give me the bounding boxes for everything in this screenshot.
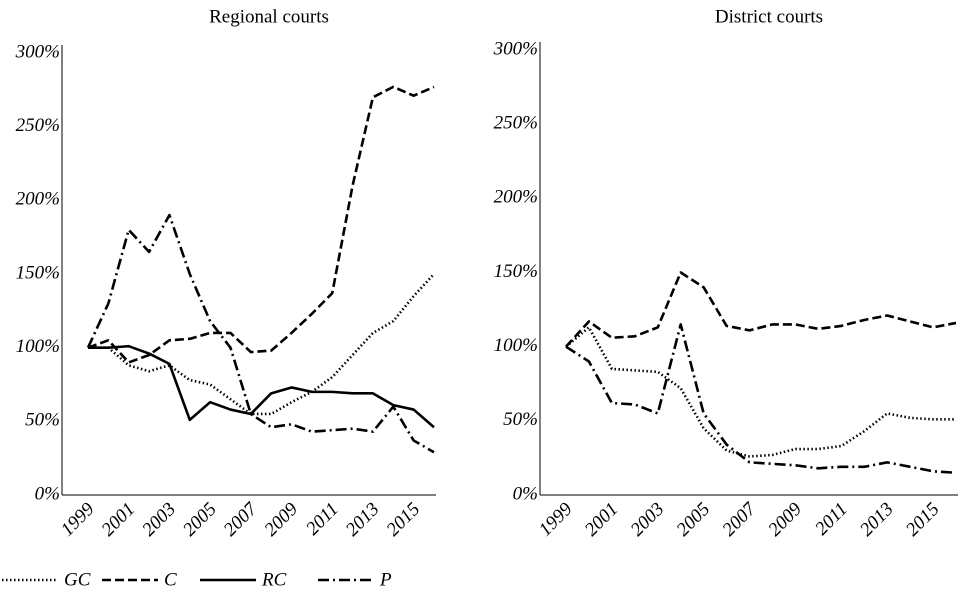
x-tick-label: 1999	[535, 498, 577, 540]
series-line	[88, 344, 435, 429]
series-line	[565, 326, 956, 458]
y-tick-label: 50%	[503, 409, 538, 430]
y-tick-label: 0%	[35, 483, 60, 504]
y-tick-label: 300%	[493, 38, 538, 59]
x-tick-label: 2011	[811, 499, 852, 540]
y-tick-label: 50%	[25, 410, 60, 431]
series-line	[86, 213, 435, 454]
x-tick-label: 2009	[764, 498, 806, 540]
y-tick-label: 300%	[15, 41, 60, 62]
x-tick-label: 2007	[718, 498, 761, 541]
x-tick-label: 2001	[98, 499, 140, 541]
x-tick-label: 2013	[856, 499, 898, 541]
series-line	[87, 85, 435, 364]
y-tick-label: 250%	[494, 113, 538, 134]
legend-label: P	[379, 569, 392, 590]
y-tick-label: 200%	[494, 187, 538, 208]
chart-title: District courts	[715, 6, 823, 27]
legend-label: RC	[261, 569, 287, 590]
x-tick-label: 2003	[138, 499, 180, 541]
chart-title: Regional courts	[209, 6, 329, 27]
y-tick-label: 0%	[513, 483, 538, 504]
y-tick-label: 150%	[494, 261, 538, 282]
x-tick-label: 2003	[627, 499, 669, 541]
x-tick-label: 2013	[342, 499, 384, 541]
y-tick-label: 100%	[494, 335, 538, 356]
x-tick-label: 2007	[220, 498, 263, 541]
y-tick-label: 250%	[16, 115, 60, 136]
y-tick-label: 100%	[16, 336, 60, 357]
x-tick-label: 2001	[581, 499, 623, 541]
series-line	[565, 323, 957, 475]
x-tick-label: 2005	[179, 499, 221, 541]
y-tick-label: 150%	[16, 262, 60, 283]
y-tick-label: 200%	[16, 189, 60, 210]
series-line	[88, 273, 435, 416]
x-tick-label: 2015	[383, 499, 425, 541]
x-tick-label: 2011	[302, 499, 343, 540]
x-tick-label: 2005	[673, 499, 715, 541]
legend-label: GC	[64, 569, 91, 590]
legend-label: C	[164, 569, 177, 590]
x-tick-label: 2009	[260, 498, 302, 540]
x-tick-label: 2015	[902, 499, 944, 541]
x-tick-label: 1999	[57, 498, 99, 540]
series-line	[565, 271, 957, 348]
